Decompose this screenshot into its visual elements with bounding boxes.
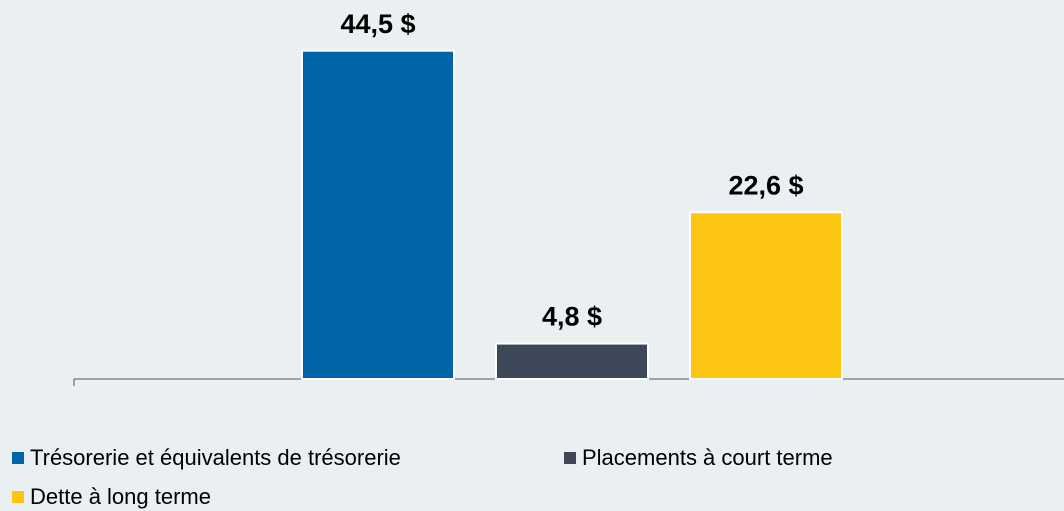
value-label: 22,6 $ bbox=[728, 170, 803, 200]
legend-swatch bbox=[564, 452, 576, 464]
legend-label: Dette à long terme bbox=[30, 484, 211, 509]
legend-swatch bbox=[12, 491, 24, 503]
bar bbox=[689, 211, 843, 380]
legend-label: Placements à court terme bbox=[582, 445, 833, 470]
value-label: 44,5 $ bbox=[340, 9, 415, 39]
bar bbox=[301, 49, 455, 380]
legend-label: Trésorerie et équivalents de trésorerie bbox=[30, 445, 401, 470]
value-label: 4,8 $ bbox=[542, 302, 602, 332]
bar bbox=[495, 342, 649, 381]
legend-swatch bbox=[12, 452, 24, 464]
